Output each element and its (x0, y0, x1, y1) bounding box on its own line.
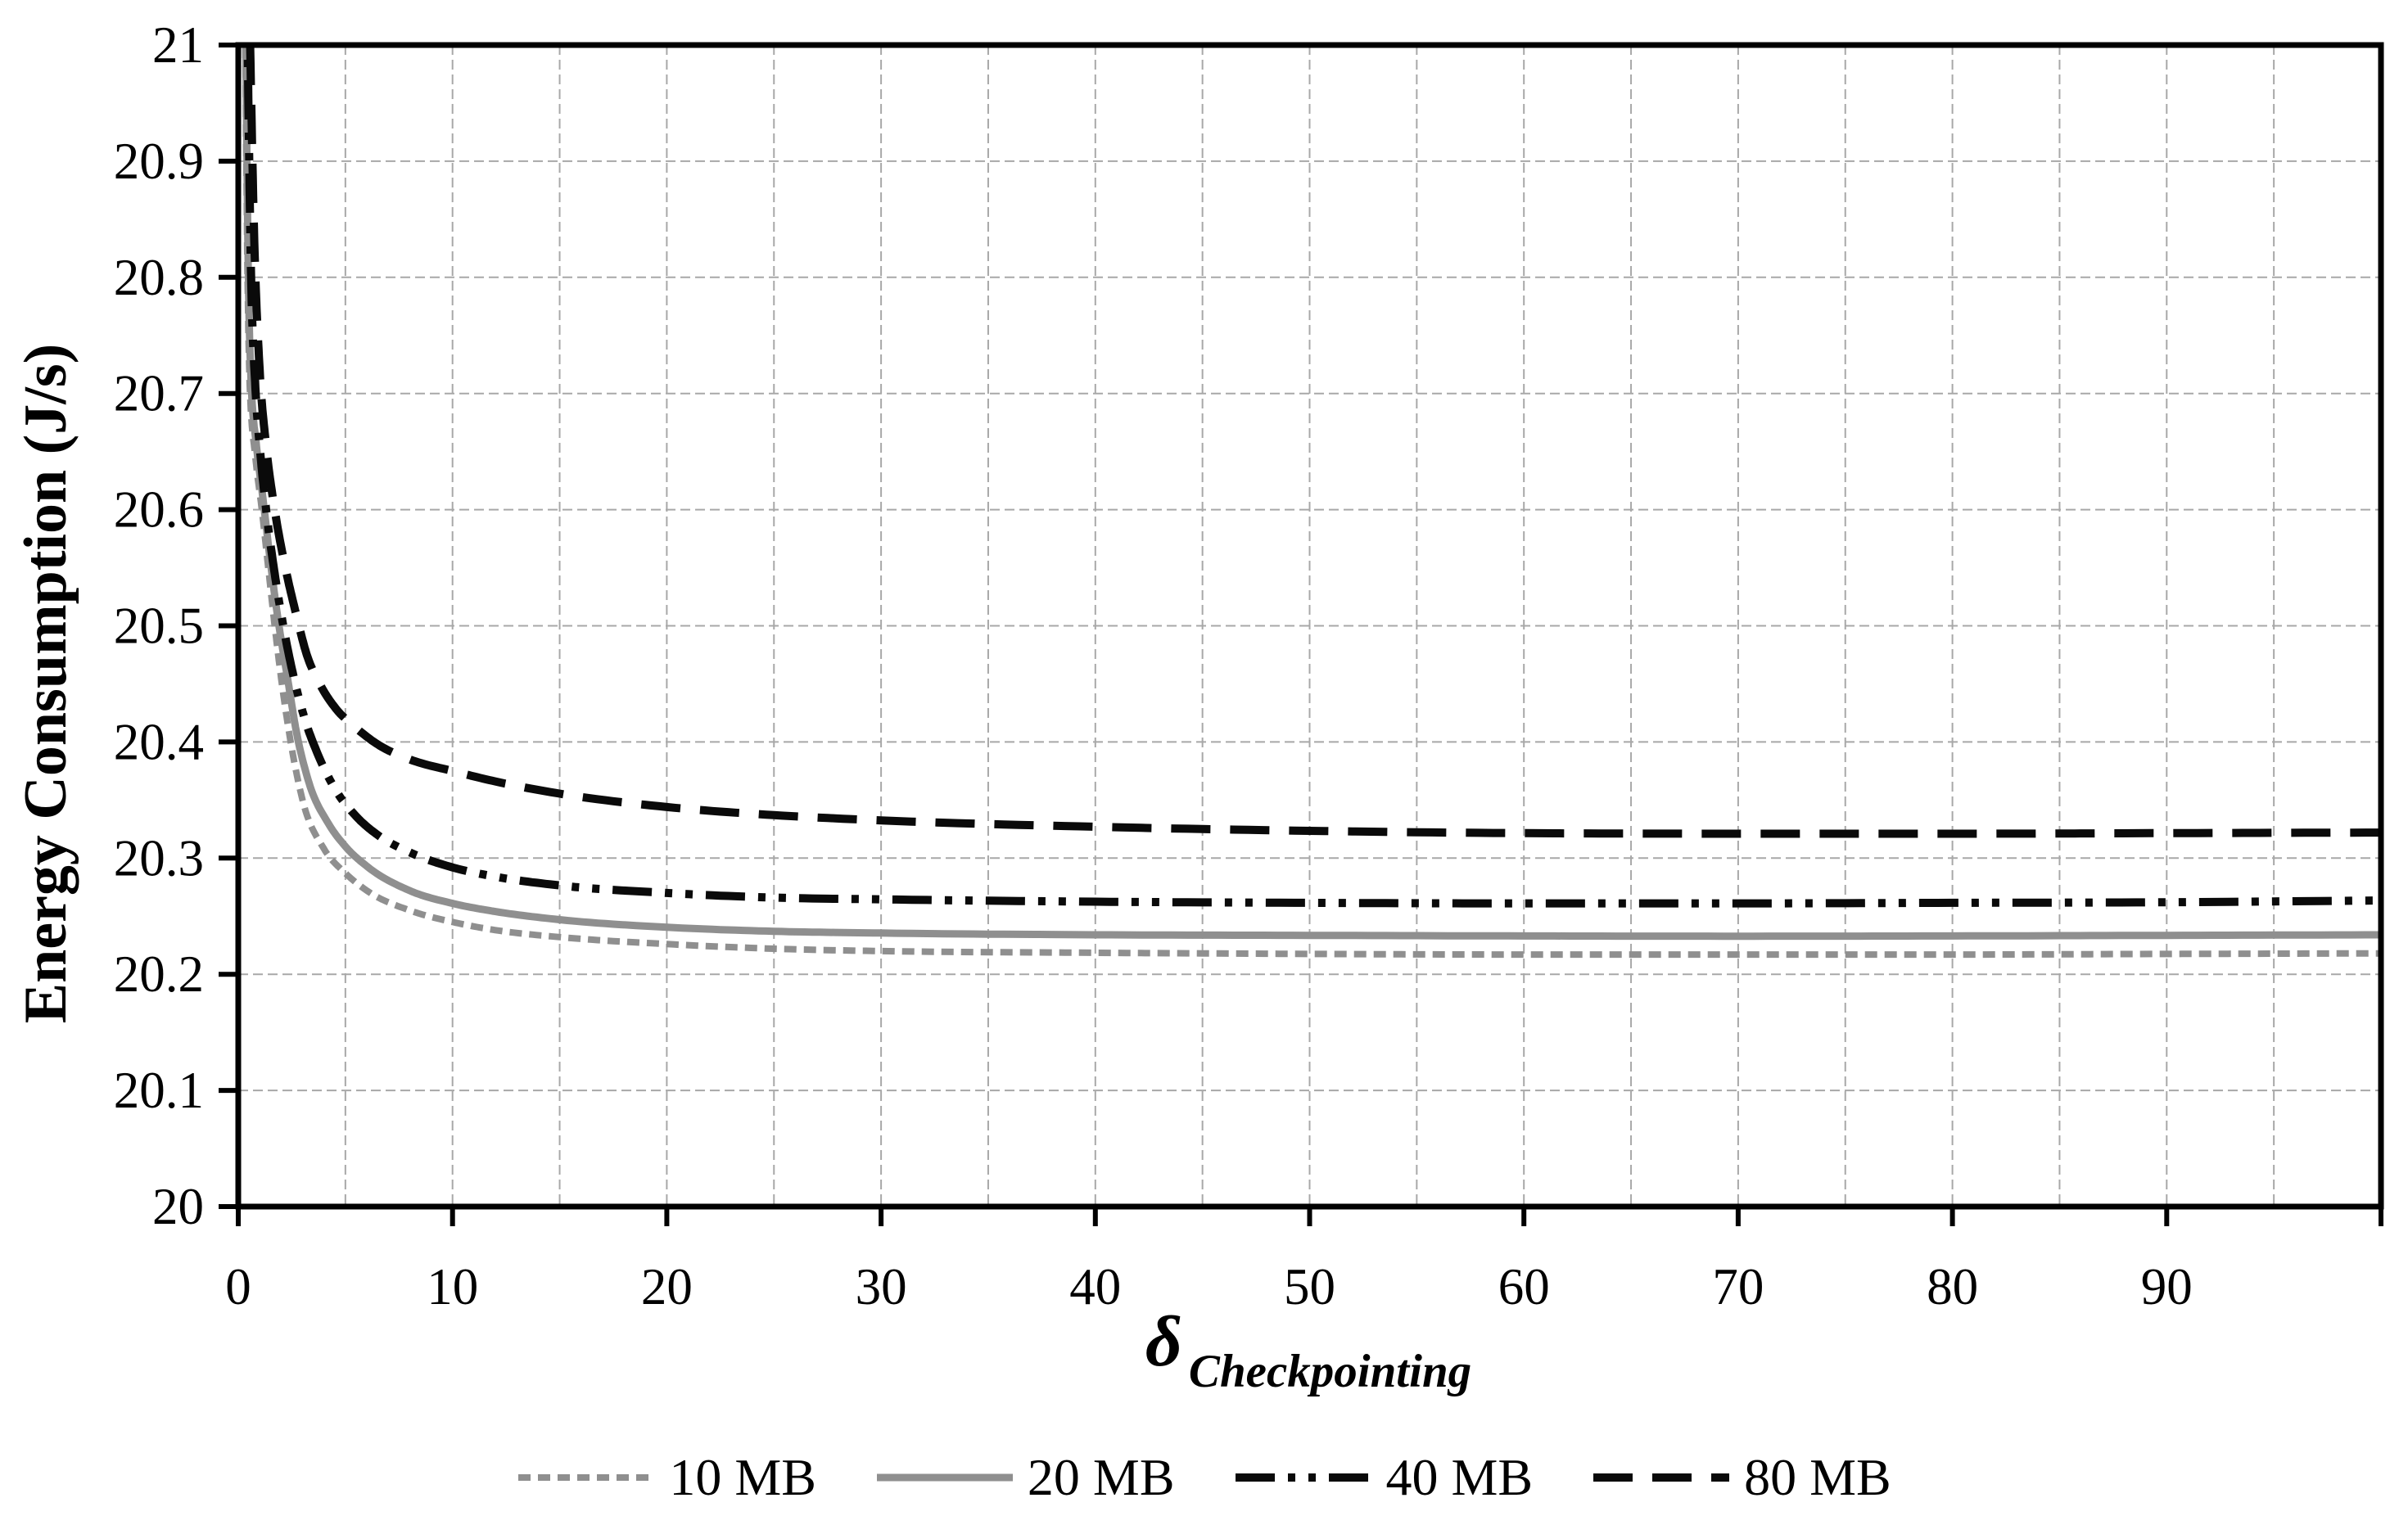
y-tick-label: 20.8 (114, 249, 204, 306)
x-tick-label: 50 (1284, 1258, 1335, 1315)
series-curves (242, 45, 2381, 959)
x-tick-label: 90 (2141, 1258, 2193, 1315)
gridlines (238, 45, 2381, 1207)
axis-ticks (219, 43, 2383, 1226)
y-tick-label: 20.2 (114, 945, 204, 1003)
legend-line-sample-icon (1593, 1473, 1730, 1482)
legend-item-20-mb: 20 MB (875, 1447, 1175, 1508)
legend-line-sample-icon (1235, 1473, 1371, 1482)
y-tick-label: 20.3 (114, 829, 204, 887)
legend-item-40-mb: 40 MB (1234, 1447, 1534, 1508)
x-tick-label: 20 (641, 1258, 693, 1315)
legend-label: 20 MB (1027, 1448, 1175, 1506)
y-tick-label: 21 (152, 16, 204, 74)
y-tick-label: 20.6 (114, 481, 204, 539)
y-tick-labels: 20 20.1 20.2 20.3 20.4 20.5 20.6 20.7 20.8 20.9 21 (114, 16, 204, 1235)
legend-label: 10 MB (669, 1448, 816, 1506)
y-tick-label: 20.5 (114, 598, 204, 655)
legend-label: 80 MB (1744, 1448, 1891, 1506)
y-tick-label: 20.1 (114, 1062, 204, 1119)
y-tick-label: 20 (152, 1178, 204, 1235)
x-tick-label: 60 (1498, 1258, 1550, 1315)
legend-item-80-mb: 80 MB (1592, 1447, 1891, 1508)
x-tick-label: 30 (856, 1258, 907, 1315)
x-tick-label: 80 (1927, 1258, 1978, 1315)
y-tick-label: 20.7 (114, 365, 204, 422)
x-axis-title: δ Checkpointing (1145, 1302, 1471, 1397)
legend: 10 MB 20 MB 40 MB 80 MB (0, 1447, 2408, 1508)
x-axis-title-symbol: δ (1145, 1302, 1182, 1382)
y-tick-label: 20.9 (114, 133, 204, 190)
x-tick-label: 0 (225, 1258, 251, 1315)
legend-line-sample-icon (518, 1474, 655, 1481)
x-tick-label: 70 (1712, 1258, 1764, 1315)
series-curve-40-mb (243, 45, 2381, 908)
x-tick-labels: 0 10 20 30 40 50 60 70 80 90 (225, 1258, 2193, 1315)
series-curve-80-mb (246, 45, 2381, 838)
legend-item-10-mb: 10 MB (517, 1447, 816, 1508)
legend-line-sample-icon (876, 1473, 1013, 1482)
x-tick-label: 40 (1069, 1258, 1121, 1315)
x-tick-label: 10 (427, 1258, 478, 1315)
series-curve-20-mb (242, 45, 2381, 941)
x-axis-title-subscript: Checkpointing (1189, 1346, 1471, 1397)
y-tick-label: 20.4 (114, 713, 204, 770)
y-axis-title: Energy Consumption (J/s) (12, 344, 79, 1024)
legend-label: 40 MB (1385, 1448, 1534, 1506)
series-curve-10-mb (242, 45, 2381, 959)
